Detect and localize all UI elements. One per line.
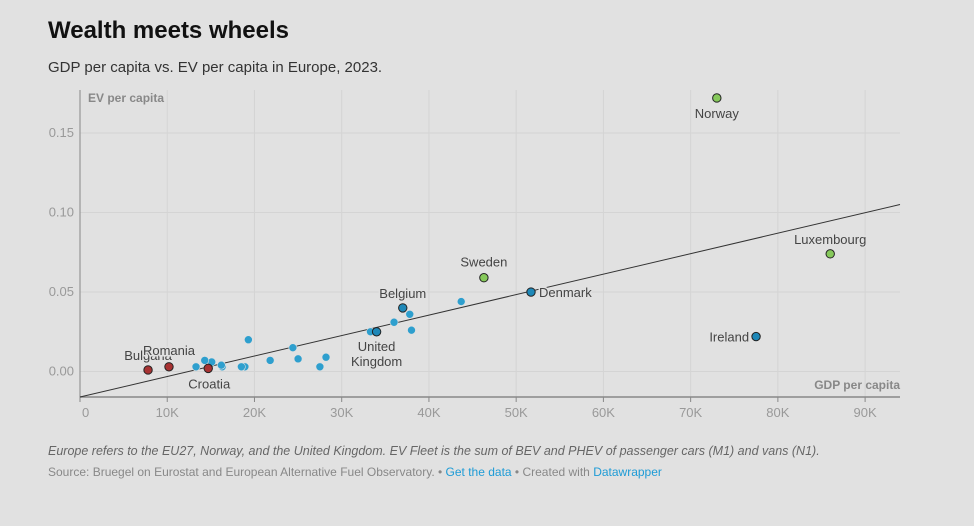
x-tick-label: 60K [592, 405, 615, 420]
point-norway [712, 93, 722, 103]
point-belgium [398, 303, 408, 313]
data-point [389, 317, 399, 327]
data-point [244, 335, 253, 345]
chart-title: Wealth meets wheels [48, 17, 289, 44]
x-tick-label: 20K [243, 405, 266, 420]
label-croatia: Croatia [188, 376, 231, 391]
label-sweden: Sweden [460, 255, 507, 270]
data-point [321, 352, 331, 362]
y-tick-label: 0.00 [49, 364, 74, 379]
x-tick-label: 90K [854, 405, 877, 420]
x-tick-label: 40K [417, 405, 440, 420]
x-tick-label: 10K [156, 405, 179, 420]
label-ireland: Ireland [709, 330, 749, 345]
separator: • [511, 465, 523, 479]
data-point [200, 356, 210, 365]
label-belgium: Belgium [379, 286, 426, 301]
y-axis-title: EV per capita [88, 91, 164, 105]
get-data-link[interactable]: Get the data [445, 465, 512, 479]
data-point [315, 362, 325, 372]
data-point [288, 343, 298, 352]
created-with-text: Created with [522, 465, 590, 479]
x-tick-label: 0 [82, 405, 89, 420]
y-tick-label: 0.15 [49, 125, 74, 140]
y-tick-label: 0.05 [49, 284, 74, 299]
point-denmark [526, 287, 536, 297]
chart-subtitle: GDP per capita vs. EV per capita in Euro… [48, 59, 383, 76]
label-bulgaria: Bulgaria [124, 348, 172, 363]
label-denmark: Denmark [539, 285, 592, 300]
data-point [237, 362, 246, 372]
data-point [456, 297, 466, 306]
label-united-kingdom: United Kingdom [351, 339, 402, 369]
data-point [293, 354, 303, 364]
data-point [191, 362, 201, 372]
source-text: Source: Bruegel on Eurostat and European… [48, 465, 435, 479]
x-tick-label: 30K [330, 405, 353, 420]
label-norway: Norway [695, 106, 740, 121]
data-point [217, 360, 226, 370]
scatter-chart: 0 10K 20K 30K 40K 50K 60K 70K 80K 90K 0.00 0.05 0.10… [49, 90, 901, 420]
point-luxembourg [825, 249, 835, 259]
point-bulgaria [143, 365, 153, 375]
point-sweden [479, 272, 489, 283]
x-axis-title: GDP per capita [814, 378, 900, 392]
separator: • [434, 465, 446, 479]
point-romania [164, 362, 174, 372]
point-croatia [203, 363, 213, 374]
data-point [265, 356, 275, 365]
point-united-kingdom [371, 327, 382, 337]
data-point [407, 325, 416, 335]
x-tick-label: 50K [505, 405, 528, 420]
x-tick-label: 80K [766, 405, 789, 420]
label-luxembourg: Luxembourg [794, 232, 866, 247]
data-point [405, 309, 415, 319]
chart-notes: Europe refers to the EU27, Norway, and t… [48, 444, 820, 458]
x-tick-label: 70K [679, 405, 702, 420]
trend-line [79, 204, 901, 398]
y-tick-label: 0.10 [49, 204, 74, 219]
chart-footer: Source: Bruegel on Eurostat and European… [48, 465, 662, 479]
label-romania: Romania [143, 343, 196, 358]
datawrapper-link[interactable]: Datawrapper [593, 465, 662, 479]
point-ireland [751, 331, 761, 342]
